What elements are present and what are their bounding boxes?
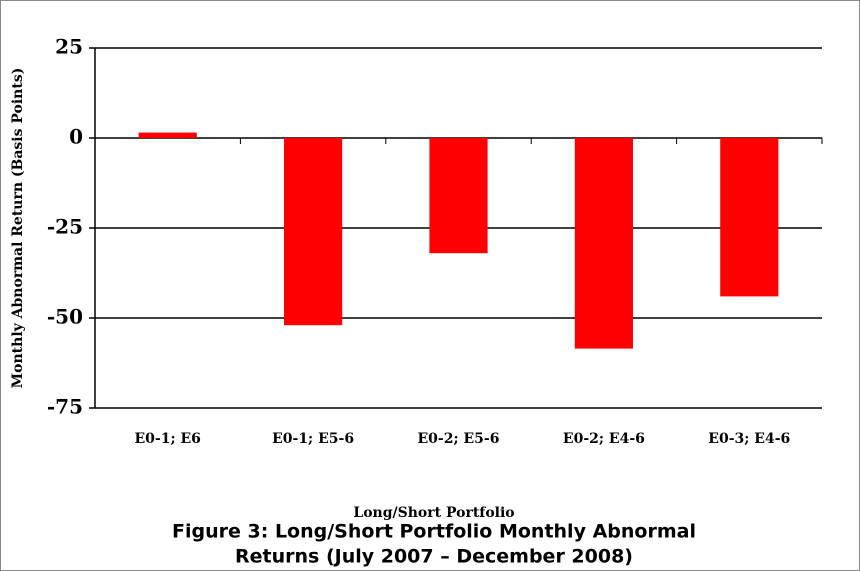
- x-axis-label: Long/Short Portfolio: [353, 505, 514, 521]
- bar: [429, 138, 488, 254]
- x-tick-label: E0-1; E5-6: [272, 431, 354, 447]
- bar: [138, 132, 197, 138]
- x-tick-label: E0-2; E4-6: [563, 431, 645, 447]
- bar: [574, 138, 633, 349]
- y-tick-label: -25: [47, 215, 83, 239]
- chart-title: Figure 3: Long/Short Portfolio Monthly A…: [172, 521, 696, 543]
- y-tick-label: 0: [69, 125, 83, 149]
- bar: [284, 138, 343, 326]
- x-tick-label: E0-3; E4-6: [708, 431, 790, 447]
- chart-title: Returns (July 2007 – December 2008): [235, 546, 633, 568]
- x-tick-label: E0-1; E6: [134, 431, 200, 447]
- y-tick-label: 25: [55, 35, 83, 59]
- y-tick-label: -50: [47, 305, 83, 329]
- x-tick-label: E0-2; E5-6: [418, 431, 500, 447]
- y-tick-label: -75: [47, 395, 83, 419]
- y-axis-label: Monthly Abnormal Return (Basis Points): [10, 68, 26, 389]
- bar: [720, 138, 779, 297]
